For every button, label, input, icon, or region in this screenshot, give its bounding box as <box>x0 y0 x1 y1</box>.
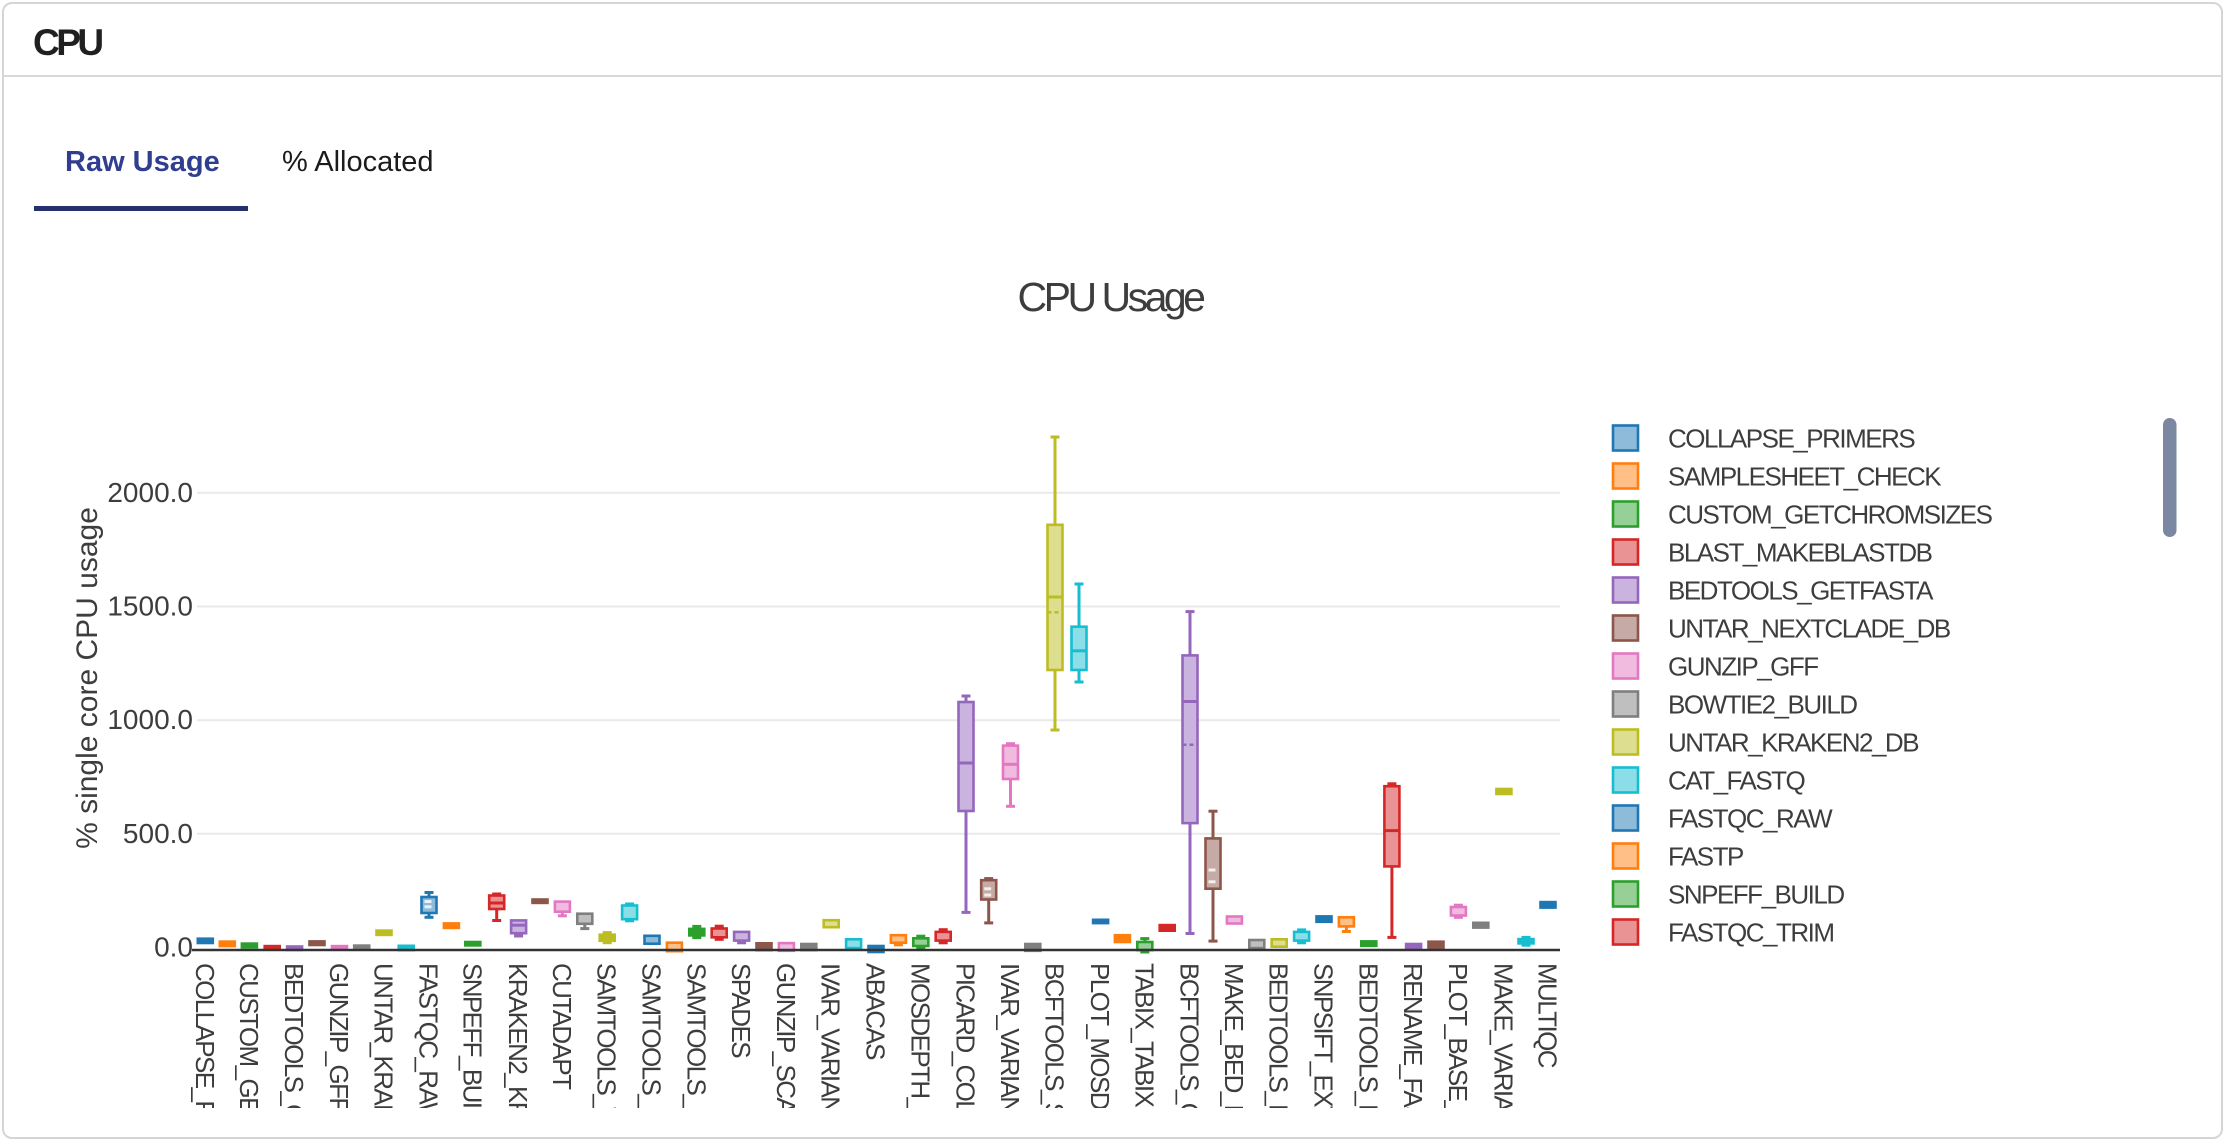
svg-text:IVAR_VARIANTS_TO_VCF: IVAR_VARIANTS_TO_VCF <box>995 963 1025 1146</box>
svg-text:CUTADAPT: CUTADAPT <box>547 963 577 1090</box>
svg-text:MULTIQC: MULTIQC <box>1533 963 1563 1068</box>
svg-text:CUSTOM_GETCHROMSIZES: CUSTOM_GETCHROMSIZES <box>1668 500 1993 530</box>
svg-text:PLOT_MOSDEPTH_REGIONS: PLOT_MOSDEPTH_REGIONS <box>1085 963 1115 1146</box>
svg-text:GUNZIP_GFF: GUNZIP_GFF <box>1668 652 1818 682</box>
svg-text:GUNZIP_SCAFFOLDS: GUNZIP_SCAFFOLDS <box>771 963 801 1146</box>
svg-text:MOSDEPTH_GENOME: MOSDEPTH_GENOME <box>905 963 935 1146</box>
svg-text:UNTAR_NEXTCLADE_DB: UNTAR_NEXTCLADE_DB <box>1668 614 1950 644</box>
svg-text:PLOT_BASE_DENSITY: PLOT_BASE_DENSITY <box>1443 963 1473 1146</box>
svg-text:COLLAPSE_PRIMERS: COLLAPSE_PRIMERS <box>1668 424 1915 454</box>
svg-text:FASTQC_RAW: FASTQC_RAW <box>1668 804 1833 834</box>
svg-text:BEDTOOLS_GETFASTA: BEDTOOLS_GETFASTA <box>1668 576 1934 606</box>
svg-text:SAMTOOLS_VIEW: SAMTOOLS_VIEW <box>592 963 622 1146</box>
svg-text:500.0: 500.0 <box>123 818 193 849</box>
svg-text:FASTQC_RAW: FASTQC_RAW <box>414 963 444 1127</box>
svg-text:BOWTIE2_BUILD: BOWTIE2_BUILD <box>1668 690 1857 720</box>
svg-text:PICARD_COLLECTMULTIPLEMETRICS: PICARD_COLLECTMULTIPLEMETRICS <box>951 963 981 1146</box>
svg-text:SAMTOOLS_SORT: SAMTOOLS_SORT <box>637 963 667 1146</box>
svg-text:SNPEFF_BUILD: SNPEFF_BUILD <box>457 963 487 1138</box>
svg-text:CUSTOM_GETCHROMSIZES: CUSTOM_GETCHROMSIZES <box>234 963 264 1146</box>
svg-text:BCFTOOLS_QUERY: BCFTOOLS_QUERY <box>1175 963 1205 1146</box>
svg-text:SPADES: SPADES <box>726 963 756 1058</box>
svg-text:2000.0: 2000.0 <box>107 477 193 508</box>
svg-text:IVAR_VARIANTS: IVAR_VARIANTS <box>816 963 846 1145</box>
svg-text:KRAKEN2_KRAKEN2: KRAKEN2_KRAKEN2 <box>503 963 533 1146</box>
svg-text:COLLAPSE_PRIMERS: COLLAPSE_PRIMERS <box>190 963 220 1146</box>
svg-text:FASTP: FASTP <box>1668 842 1743 872</box>
svg-text:BLAST_MAKEBLASTDB: BLAST_MAKEBLASTDB <box>1668 538 1932 568</box>
svg-text:BEDTOOLS_MASKFASTA: BEDTOOLS_MASKFASTA <box>1353 963 1383 1146</box>
svg-text:MAKE_VARIANTS_LONG_TABLE: MAKE_VARIANTS_LONG_TABLE <box>1488 963 1518 1146</box>
svg-text:RENAME_FASTA_HEADER: RENAME_FASTA_HEADER <box>1398 963 1428 1146</box>
svg-text:UNTAR_KRAKEN2_DB: UNTAR_KRAKEN2_DB <box>1668 728 1918 758</box>
svg-text:SNPEFF_BUILD: SNPEFF_BUILD <box>1668 880 1844 910</box>
svg-text:UNTAR_KRAKEN2_DB: UNTAR_KRAKEN2_DB <box>369 963 399 1146</box>
svg-text:MAKE_BED_MASK: MAKE_BED_MASK <box>1219 963 1249 1146</box>
svg-text:SAMPLESHEET_CHECK: SAMPLESHEET_CHECK <box>1668 462 1942 492</box>
svg-text:CPU Usage: CPU Usage <box>1018 274 1205 320</box>
svg-text:SNPSIFT_EXTRACTFIELDS: SNPSIFT_EXTRACTFIELDS <box>1309 963 1339 1146</box>
svg-text:BEDTOOLS_GETFASTA: BEDTOOLS_GETFASTA <box>279 963 309 1146</box>
svg-text:BCFTOOLS_SORT: BCFTOOLS_SORT <box>1040 963 1070 1146</box>
svg-text:1500.0: 1500.0 <box>107 591 193 622</box>
svg-text:SAMTOOLS_INDEX: SAMTOOLS_INDEX <box>681 963 711 1146</box>
svg-text:GUNZIP_GFF: GUNZIP_GFF <box>324 963 354 1112</box>
svg-text:0.0: 0.0 <box>154 931 193 962</box>
svg-text:1000.0: 1000.0 <box>107 704 193 735</box>
svg-text:ABACAS: ABACAS <box>861 963 891 1060</box>
svg-text:BEDTOOLS_MERGE: BEDTOOLS_MERGE <box>1264 963 1294 1146</box>
svg-text:CAT_FASTQ: CAT_FASTQ <box>1668 766 1805 796</box>
svg-text:TABIX_TABIX: TABIX_TABIX <box>1129 963 1159 1108</box>
svg-text:FASTQC_TRIM: FASTQC_TRIM <box>1668 918 1834 948</box>
svg-text:% single core CPU usage: % single core CPU usage <box>71 507 104 849</box>
